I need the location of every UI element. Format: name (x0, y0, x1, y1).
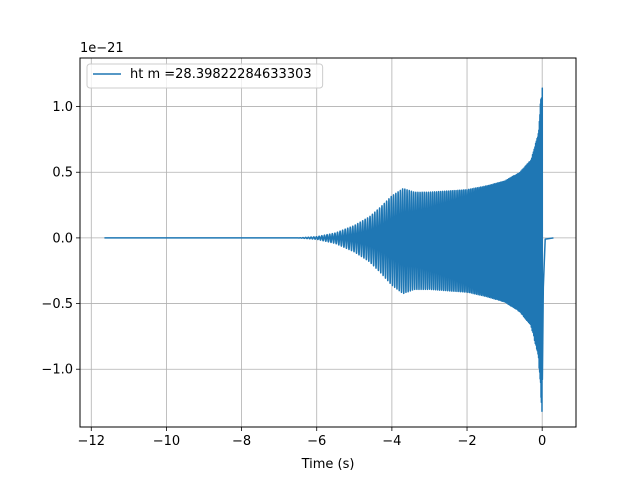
y-tick-label: 1.0 (52, 100, 73, 115)
plot-frame (79, 57, 577, 428)
x-tick-label: −2 (457, 434, 476, 449)
x-tick-label: 0 (538, 434, 546, 449)
x-tick-label: −8 (232, 434, 251, 449)
legend-box (86, 63, 324, 89)
y-tick-label: 0.0 (52, 231, 73, 246)
series-layer (103, 87, 555, 412)
x-axis-ticks: −12 −10 −8 −6 −4 −2 0 (78, 427, 546, 449)
legend: ht m =28.39822284633303 (86, 63, 324, 89)
x-tick-label: −10 (153, 434, 180, 449)
series-line (103, 87, 555, 412)
x-tick-label: −12 (78, 434, 105, 449)
x-tick-label: −4 (382, 434, 401, 449)
y-tick-label: 0.5 (52, 166, 73, 181)
legend-label: ht m =28.39822284633303 (130, 67, 312, 82)
y-offset-label: 1e−21 (80, 41, 124, 56)
y-axis-ticks: −1.0 −0.5 0.0 0.5 1.0 (41, 100, 80, 378)
y-tick-label: −0.5 (41, 297, 73, 312)
y-tick-label: −1.0 (41, 363, 73, 378)
x-tick-label: −6 (307, 434, 326, 449)
x-axis-title: Time (s) (301, 457, 355, 472)
